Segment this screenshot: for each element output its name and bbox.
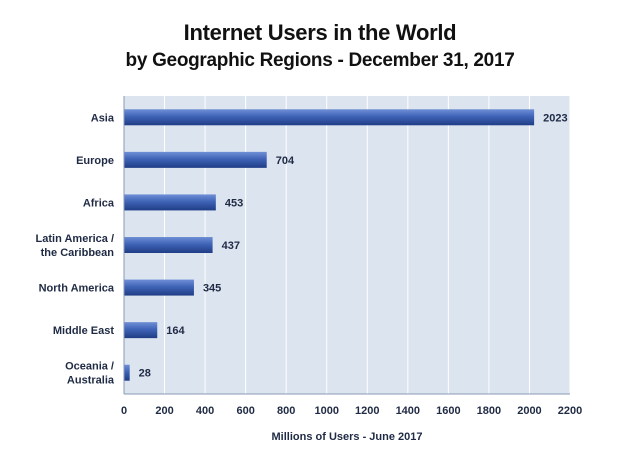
data-label: 345 [203,283,221,295]
data-label: 28 [139,368,151,380]
category-label: Europe [76,155,114,167]
x-tick-label: 2000 [517,405,541,417]
chart-title-line-2: by Geographic Regions - December 31, 201… [125,50,515,71]
bar [124,109,535,126]
data-label: 437 [222,240,240,252]
x-tick-label: 400 [196,405,214,417]
category-label: Latin America / the Caribbean [36,233,115,259]
bar [124,237,213,253]
x-tick-label: 1600 [436,405,460,417]
category-label: Africa [83,197,115,209]
x-axis-label: Millions of Users - June 2017 [272,431,423,443]
category-label: North America [39,283,115,295]
bar [124,322,158,339]
category-label: Middle East [53,325,114,337]
x-tick-label: 1200 [355,405,379,417]
bar [124,364,130,381]
data-label: 704 [276,155,295,167]
data-label: 453 [225,197,243,209]
x-tick-label: 600 [236,405,254,417]
category-label: Oceania / Australia [65,361,115,387]
x-tick-label: 2200 [558,405,582,417]
x-tick-label: 1000 [314,405,338,417]
bar [124,194,216,211]
data-label: 164 [166,325,185,337]
x-tick-label: 200 [155,405,173,417]
chart-title-line-1: Internet Users in the World [183,20,457,45]
x-tick-label: 1800 [477,405,501,417]
bar [124,279,194,296]
x-tick-label: 1400 [396,405,420,417]
x-tick-label: 0 [121,405,127,417]
data-label: 2023 [543,112,567,124]
bar [124,151,267,168]
category-label: Asia [91,112,115,124]
x-tick-label: 800 [277,405,295,417]
